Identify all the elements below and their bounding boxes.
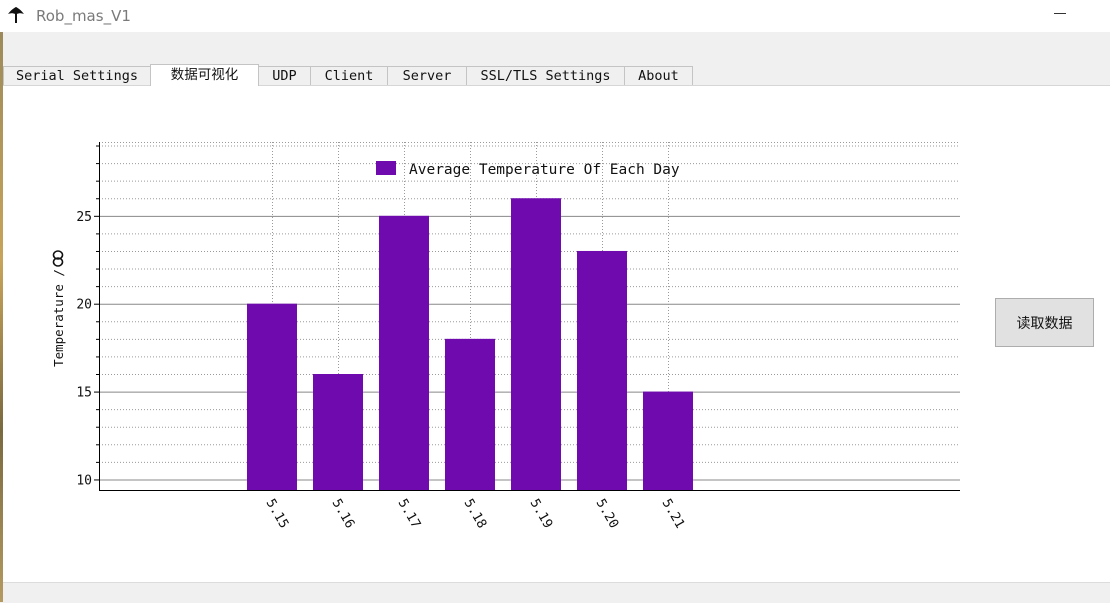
legend-swatch <box>376 161 396 175</box>
bar-5-21 <box>643 391 693 490</box>
tab-serial-settings[interactable]: Serial Settings <box>3 66 151 85</box>
background-desktop-strip <box>0 32 3 602</box>
x-tick-label: 5.20 <box>593 497 622 532</box>
x-tick-label: 5.17 <box>395 497 424 532</box>
tab-data-visualization[interactable]: 数据可视化 <box>150 64 259 86</box>
x-tick-label: 5.18 <box>461 497 490 532</box>
y-tick-label: 20 <box>76 298 92 313</box>
tab-client[interactable]: Client <box>310 66 388 85</box>
chart-axes <box>94 142 960 491</box>
bar-5-20 <box>577 250 627 490</box>
x-tick-label: 5.19 <box>527 497 556 532</box>
tab-server[interactable]: Server <box>387 66 467 85</box>
window-title: Rob_mas_V1 <box>36 7 131 25</box>
y-axis-unit-glyph <box>52 250 64 267</box>
bar-5-18 <box>445 338 495 490</box>
chart-bars <box>247 198 693 490</box>
bar-5-15 <box>247 303 297 490</box>
x-tick-label: 5.16 <box>329 497 358 532</box>
legend-label: Average Temperature Of Each Day <box>409 162 680 178</box>
tab-ssl-tls-settings[interactable]: SSL/TLS Settings <box>466 66 625 85</box>
app-logo-icon <box>8 7 24 23</box>
read-data-button[interactable]: 读取数据 <box>995 298 1094 347</box>
bar-5-17 <box>379 215 429 490</box>
y-tick-label: 25 <box>76 210 92 225</box>
chart-legend: Average Temperature Of Each Day <box>376 161 680 178</box>
x-tick-label: 5.15 <box>263 497 292 532</box>
status-bar <box>3 582 1110 603</box>
x-tick-label: 5.21 <box>659 497 688 532</box>
y-axis-label: Temperature / <box>51 269 66 367</box>
title-bar: Rob_mas_V1 <box>0 0 1110 32</box>
minimize-button[interactable] <box>1054 2 1068 24</box>
bar-5-19 <box>511 198 561 490</box>
y-tick-label: 15 <box>76 386 92 401</box>
bar-5-16 <box>313 374 363 490</box>
y-tick-label: 10 <box>76 473 92 488</box>
tab-about[interactable]: About <box>624 66 693 85</box>
